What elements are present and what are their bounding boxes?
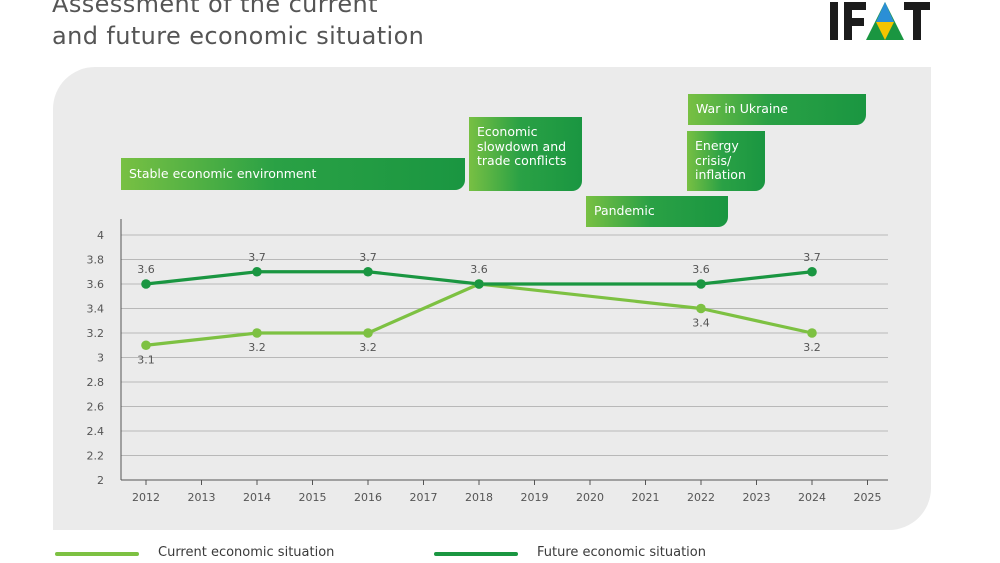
y-tick-label: 3.2 [87, 327, 105, 340]
data-point-future [141, 279, 151, 289]
legend-current-swatch [55, 552, 139, 556]
x-tick-label: 2023 [743, 491, 771, 504]
title-line-1: Assessment of the current [52, 0, 378, 18]
data-label-current: 3.2 [248, 341, 266, 354]
x-tick-label: 2018 [465, 491, 493, 504]
data-point-current [363, 328, 373, 338]
data-label-future: 3.6 [137, 263, 155, 276]
y-tick-label: 3.4 [87, 303, 105, 316]
data-point-current [807, 328, 817, 338]
logo-triangle-blue [876, 2, 894, 22]
data-label-current: 3.2 [359, 341, 377, 354]
data-label-future: 3.6 [470, 263, 488, 276]
x-tick-label: 2024 [798, 491, 826, 504]
x-tick-label: 2019 [521, 491, 549, 504]
logo-letter-f [844, 2, 866, 40]
y-tick-label: 2 [97, 474, 104, 487]
x-tick-label: 2025 [854, 491, 882, 504]
series-line-current [145, 282, 813, 347]
legend-current-label: Current economic situation [158, 545, 335, 560]
y-tick-label: 2.8 [87, 376, 105, 389]
event-economic-slowdown: Economic slowdown and trade conflicts [469, 117, 582, 191]
data-label-future: 3.7 [359, 251, 377, 264]
data-label-current: 3.2 [803, 341, 821, 354]
data-point-current [696, 303, 706, 314]
y-tick-label: 3.8 [87, 254, 105, 267]
x-tick-label: 2015 [299, 491, 327, 504]
event-war-in-ukraine: War in Ukraine [688, 94, 866, 125]
legend-future-swatch [434, 552, 518, 556]
x-tick-label: 2014 [243, 491, 271, 504]
page-title: Assessment of the current and future eco… [52, 0, 424, 52]
data-label-future: 3.6 [692, 263, 710, 276]
x-tick-label: 2016 [354, 491, 382, 504]
x-tick-label: 2017 [410, 491, 438, 504]
logo-letter-t [904, 2, 930, 40]
x-tick-label: 2021 [632, 491, 660, 504]
y-tick-label: 2.6 [87, 401, 105, 414]
event-stable-environment: Stable economic environment [121, 158, 465, 190]
data-point-current [141, 340, 151, 351]
legend-future-label: Future economic situation [537, 545, 706, 560]
y-tick-label: 2.4 [87, 425, 105, 438]
y-tick-label: 3 [97, 352, 104, 365]
logo-letter-i [830, 2, 838, 40]
event-energy-crisis: Energy crisis/ inflation [687, 131, 765, 191]
data-point-future [474, 279, 484, 289]
y-tick-label: 3.6 [87, 278, 105, 291]
x-tick-label: 2013 [188, 491, 216, 504]
y-tick-label: 4 [97, 229, 104, 242]
series-line-future [145, 270, 813, 286]
data-label-current: 3.1 [137, 353, 155, 366]
x-tick-label: 2020 [576, 491, 604, 504]
data-label-future: 3.7 [803, 251, 821, 264]
x-tick-label: 2012 [132, 491, 160, 504]
data-label-current: 3.4 [692, 317, 710, 330]
data-point-current [252, 328, 262, 338]
logo-triangle-yellow [876, 22, 894, 40]
data-point-future [252, 266, 262, 277]
ifat-logo [830, 2, 930, 40]
title-line-2: and future economic situation [52, 22, 425, 50]
x-tick-label: 2022 [687, 491, 715, 504]
data-point-future [363, 266, 373, 277]
data-label-future: 3.7 [248, 251, 266, 264]
data-point-future [696, 279, 706, 289]
data-point-future [807, 266, 817, 277]
event-pandemic: Pandemic [586, 196, 728, 227]
y-tick-label: 2.2 [87, 450, 105, 463]
